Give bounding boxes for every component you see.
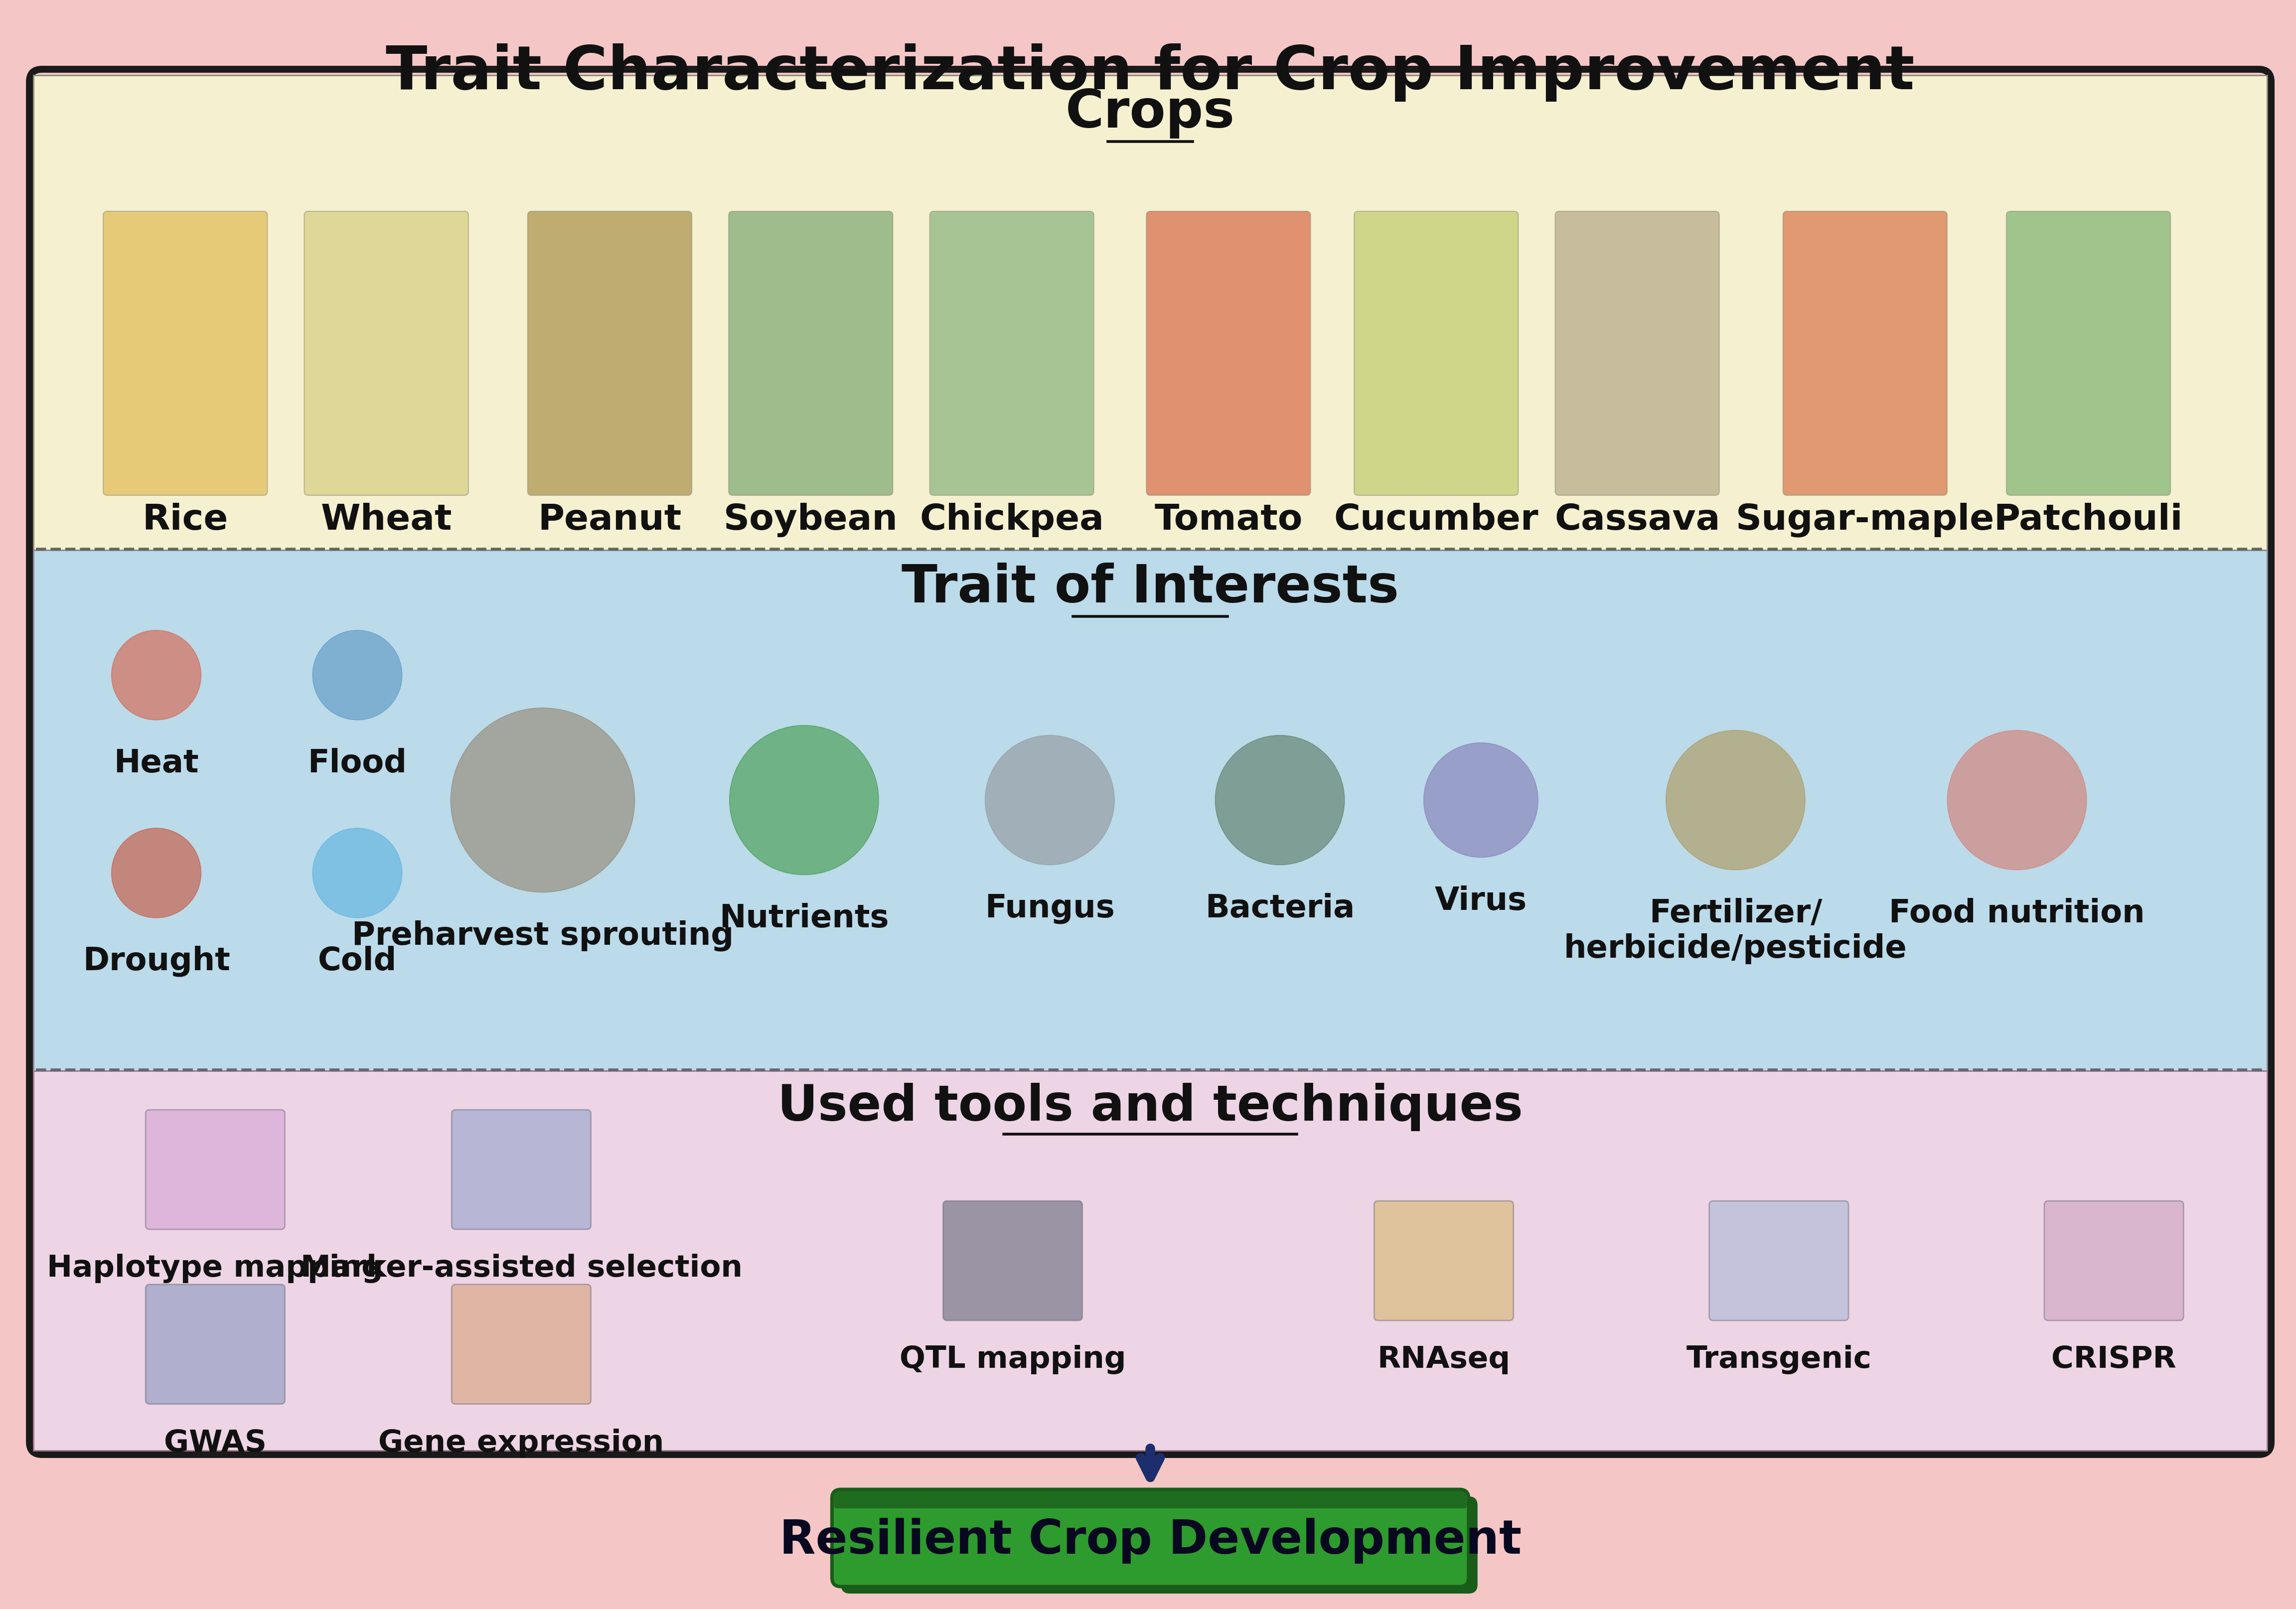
Circle shape xyxy=(730,726,879,875)
Text: CRISPR: CRISPR xyxy=(2050,1345,2177,1374)
Text: Peanut: Peanut xyxy=(537,502,682,537)
Circle shape xyxy=(312,631,402,721)
Text: Wheat: Wheat xyxy=(321,502,452,537)
FancyBboxPatch shape xyxy=(2007,212,2170,496)
FancyBboxPatch shape xyxy=(1708,1200,1848,1321)
FancyBboxPatch shape xyxy=(103,212,266,496)
Text: Used tools and techniques: Used tools and techniques xyxy=(778,1083,1522,1131)
Text: Rice: Rice xyxy=(142,502,227,537)
Text: Gene expression: Gene expression xyxy=(379,1429,664,1458)
Text: Sugar-maple: Sugar-maple xyxy=(1736,502,1995,537)
FancyBboxPatch shape xyxy=(1146,212,1311,496)
Text: Flood: Flood xyxy=(308,748,406,779)
FancyBboxPatch shape xyxy=(944,1200,1081,1321)
Text: Transgenic: Transgenic xyxy=(1685,1345,1871,1374)
Text: Crops: Crops xyxy=(1065,87,1235,138)
Circle shape xyxy=(1424,743,1538,858)
Text: Cucumber: Cucumber xyxy=(1334,502,1538,537)
Text: Marker-assisted selection: Marker-assisted selection xyxy=(301,1253,742,1282)
FancyBboxPatch shape xyxy=(452,1284,590,1405)
FancyBboxPatch shape xyxy=(145,1284,285,1405)
FancyBboxPatch shape xyxy=(30,69,2271,1455)
Text: Fungus: Fungus xyxy=(985,893,1116,924)
Text: Nutrients: Nutrients xyxy=(719,903,889,933)
Text: Fertilizer/
herbicide/pesticide: Fertilizer/ herbicide/pesticide xyxy=(1564,898,1908,964)
Circle shape xyxy=(1667,730,1805,870)
FancyBboxPatch shape xyxy=(452,1110,590,1229)
Bar xyxy=(34,1072,2266,1451)
FancyBboxPatch shape xyxy=(1375,1200,1513,1321)
Circle shape xyxy=(1215,735,1345,866)
Text: Virus: Virus xyxy=(1435,885,1527,916)
Text: Haplotype mapping: Haplotype mapping xyxy=(48,1253,383,1282)
FancyBboxPatch shape xyxy=(1554,212,1720,496)
Bar xyxy=(34,76,2266,550)
Circle shape xyxy=(113,631,202,721)
FancyBboxPatch shape xyxy=(145,1110,285,1229)
Text: GWAS: GWAS xyxy=(163,1429,266,1458)
Circle shape xyxy=(312,829,402,919)
Text: Cold: Cold xyxy=(317,946,397,977)
FancyBboxPatch shape xyxy=(305,212,468,496)
Bar xyxy=(34,550,2266,1072)
Text: Heat: Heat xyxy=(115,748,200,779)
FancyBboxPatch shape xyxy=(831,1490,1469,1586)
Text: Trait Characterization for Crop Improvement: Trait Characterization for Crop Improvem… xyxy=(386,43,1915,101)
Circle shape xyxy=(985,735,1114,866)
FancyBboxPatch shape xyxy=(930,212,1093,496)
FancyBboxPatch shape xyxy=(528,212,691,496)
Circle shape xyxy=(113,829,202,919)
Text: Patchouli: Patchouli xyxy=(1993,502,2183,537)
Text: Food nutrition: Food nutrition xyxy=(1890,898,2144,928)
FancyBboxPatch shape xyxy=(840,1496,1479,1593)
FancyBboxPatch shape xyxy=(1355,212,1518,496)
Text: Cassava: Cassava xyxy=(1554,502,1720,537)
FancyBboxPatch shape xyxy=(1784,212,1947,496)
Text: Trait of Interests: Trait of Interests xyxy=(902,563,1398,613)
Text: Resilient Crop Development: Resilient Crop Development xyxy=(778,1517,1522,1564)
FancyBboxPatch shape xyxy=(728,212,893,496)
Text: Chickpea: Chickpea xyxy=(921,502,1104,537)
FancyBboxPatch shape xyxy=(833,1492,1467,1508)
Text: Soybean: Soybean xyxy=(723,502,898,537)
Text: RNAseq: RNAseq xyxy=(1378,1345,1511,1374)
FancyBboxPatch shape xyxy=(2043,1200,2183,1321)
Text: Tomato: Tomato xyxy=(1155,502,1302,537)
Text: Drought: Drought xyxy=(83,946,230,977)
Text: Bacteria: Bacteria xyxy=(1205,893,1355,924)
Text: Preharvest sprouting: Preharvest sprouting xyxy=(351,920,735,951)
Text: QTL mapping: QTL mapping xyxy=(900,1345,1125,1374)
Circle shape xyxy=(1947,730,2087,870)
Circle shape xyxy=(450,708,634,893)
